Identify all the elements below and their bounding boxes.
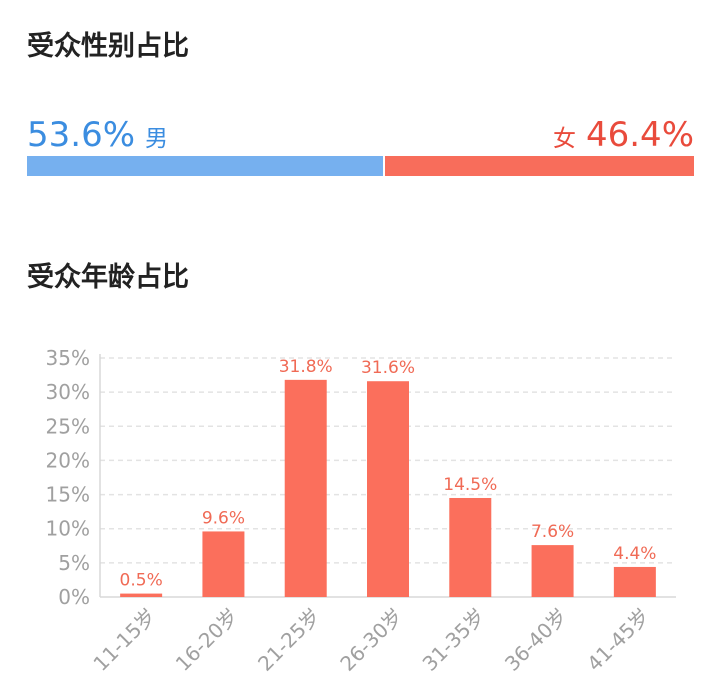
y-tick-label: 20%: [46, 448, 90, 472]
bar-value-label: 14.5%: [443, 475, 497, 495]
x-tick-label: 21-25岁: [253, 604, 325, 676]
gender-ratio-bar: [27, 156, 694, 176]
y-tick-label: 10%: [46, 517, 90, 541]
female-stat: 女 46.4%: [553, 118, 694, 152]
bar-value-label: 31.6%: [361, 358, 415, 378]
bar: [531, 545, 574, 597]
bar: [367, 381, 409, 597]
y-tick-label: 30%: [46, 380, 90, 404]
male-label: 男: [145, 126, 169, 152]
bar-value-label: 31.8%: [279, 357, 333, 377]
bar-value-label: 9.6%: [202, 508, 245, 528]
bar: [120, 593, 163, 597]
x-tick-label: 26-30岁: [335, 604, 407, 676]
male-percentage: 53.6%: [27, 115, 136, 155]
x-tick-label: 31-35岁: [418, 604, 490, 676]
bar: [284, 379, 327, 597]
y-tick-label: 35%: [46, 346, 90, 370]
x-tick-label: 16-20岁: [171, 604, 243, 676]
bar-value-label: 4.4%: [613, 544, 656, 564]
y-tick-label: 15%: [46, 483, 90, 507]
bar-value-label: 0.5%: [120, 571, 163, 591]
gender-ratio-row: 53.6% 男 女 46.4%: [27, 112, 694, 152]
x-tick-label: 36-40岁: [500, 604, 572, 676]
female-ratio-segment: [385, 156, 694, 176]
bar-value-label: 7.6%: [531, 522, 574, 542]
ratio-divider: [383, 156, 386, 176]
age-bar-chart: 0% 5% 10% 15% 20% 25% 30% 35% 0.5% 11-15岁 9.6% 16-2…: [46, 346, 676, 676]
age-section-title: 受众年龄占比: [27, 262, 189, 293]
y-tick-label: 0%: [58, 585, 90, 609]
male-ratio-segment: [27, 156, 384, 176]
x-tick-label: 11-15岁: [88, 604, 160, 676]
female-percentage: 46.4%: [585, 115, 694, 155]
gender-section-title: 受众性别占比: [27, 31, 189, 62]
y-tick-label: 5%: [58, 551, 90, 575]
bar: [613, 566, 656, 597]
bar: [202, 531, 245, 597]
male-stat: 53.6% 男: [27, 118, 168, 152]
x-tick-label: 41-45岁: [582, 604, 654, 676]
y-tick-label: 25%: [46, 414, 90, 438]
bar: [449, 497, 492, 597]
female-label: 女: [552, 126, 576, 152]
